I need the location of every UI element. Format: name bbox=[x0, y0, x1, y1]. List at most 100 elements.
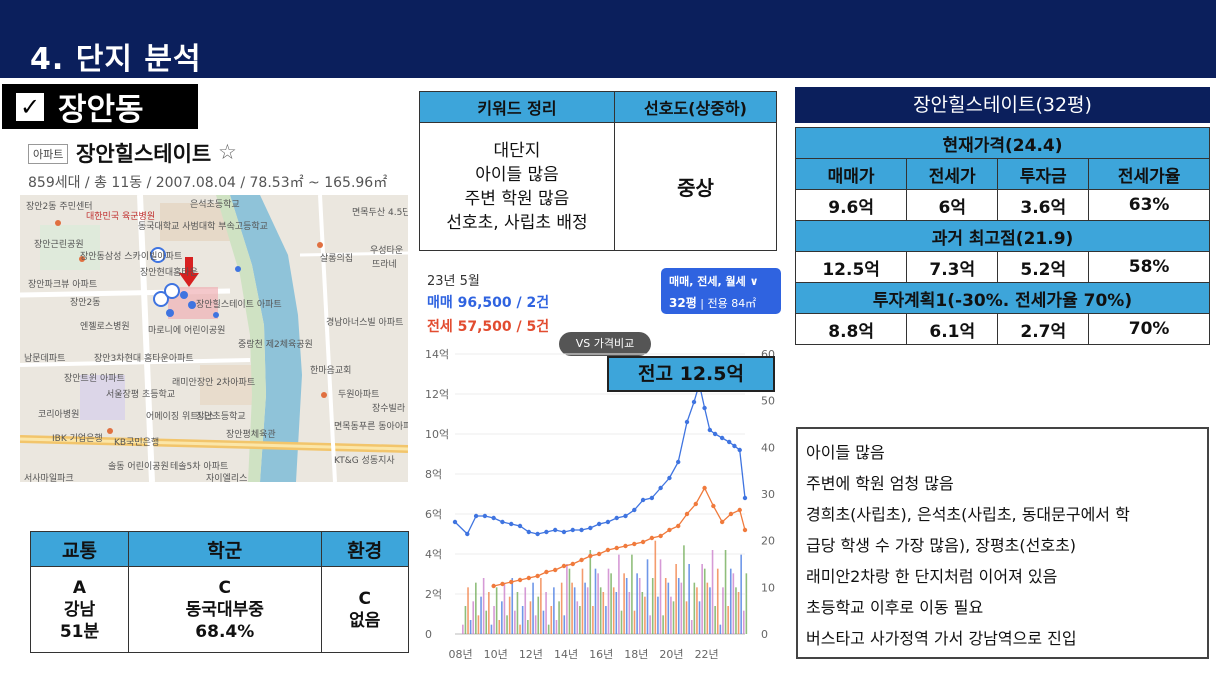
volume-bar bbox=[529, 601, 532, 634]
favorite-star-icon[interactable]: ☆ bbox=[218, 140, 237, 164]
volume-bar bbox=[742, 610, 745, 634]
volume-bar bbox=[563, 615, 566, 634]
sale-price-point bbox=[737, 447, 742, 453]
map-label: 코리아병원 bbox=[38, 410, 80, 420]
y-tick-label: 10억 bbox=[425, 428, 449, 441]
volume-bar bbox=[579, 606, 581, 634]
y-tick-label: 4억 bbox=[425, 548, 442, 561]
sale-price-point bbox=[742, 495, 748, 501]
apartment-name[interactable]: 장안힐스테이트 bbox=[76, 142, 212, 166]
volume-bar bbox=[605, 606, 607, 634]
map-label: 장안2동 bbox=[70, 298, 101, 308]
volume-bar bbox=[586, 587, 589, 634]
volume-bar bbox=[553, 587, 555, 634]
sale-price-point bbox=[544, 529, 549, 535]
note-line: 급당 학생 수 가장 많음), 장평초(선호초) bbox=[806, 536, 1077, 555]
map-label: 서울장평 초등학교 bbox=[106, 390, 176, 400]
x-tick-label: 12년 bbox=[519, 648, 543, 661]
price-column-header: 전세가 bbox=[906, 158, 999, 190]
jeonse-price-point bbox=[693, 501, 698, 507]
volume-bar bbox=[594, 568, 597, 634]
y-tick-label: 2억 bbox=[425, 588, 442, 601]
category-header: 환경 bbox=[320, 531, 410, 567]
map-label: 장안2동 주민센터 bbox=[26, 202, 93, 212]
environment-value: C 없음 bbox=[320, 566, 410, 653]
note-line: 경희초(사립초), 은석초(사립초, 동대문구에서 학 bbox=[806, 505, 1130, 524]
sale-price-point bbox=[482, 513, 488, 519]
volume-bar bbox=[693, 582, 696, 634]
price-section-label: 과거 최고점(21.9) bbox=[795, 220, 1210, 252]
volume-bar bbox=[568, 568, 571, 634]
map-label: 장안근린공원 bbox=[34, 240, 84, 250]
y2-tick-label: 50 bbox=[761, 395, 775, 408]
volume-bar bbox=[462, 624, 464, 634]
volume-bar bbox=[703, 568, 706, 634]
volume-bar bbox=[698, 601, 701, 634]
jeonse-price-point bbox=[561, 563, 567, 569]
volume-bar bbox=[735, 587, 737, 634]
volume-bar bbox=[560, 582, 563, 634]
trade-type-filter-button[interactable]: 매매, 전세, 월세 ∨ 32평 | 전용 84㎡ bbox=[661, 268, 781, 314]
volume-bar bbox=[488, 592, 490, 634]
volume-bar bbox=[602, 592, 605, 634]
map-label: 한마음교회 bbox=[310, 366, 352, 376]
sale-price-point bbox=[473, 513, 479, 519]
note-line: 아이들 많음 bbox=[806, 443, 885, 462]
volume-bar bbox=[607, 568, 610, 634]
note-line: 주변에 학원 엄청 많음 bbox=[806, 474, 954, 493]
vs-compare-button[interactable]: VS 가격비교 bbox=[559, 332, 651, 356]
volume-bar bbox=[508, 596, 511, 634]
volume-bar bbox=[636, 573, 638, 634]
map-label: 뜨라네 bbox=[372, 260, 397, 270]
jeonse-price-point bbox=[742, 527, 748, 533]
y2-tick-label: 10 bbox=[761, 581, 775, 594]
sale-price-point bbox=[702, 405, 707, 411]
volume-bar bbox=[555, 620, 558, 634]
volume-bar bbox=[480, 596, 482, 634]
jeonse-price-point bbox=[605, 547, 611, 553]
jeonse-price-point bbox=[517, 577, 523, 583]
map-label: 두원아파트 bbox=[338, 390, 380, 400]
jeonse-price-point bbox=[737, 507, 742, 513]
volume-bar bbox=[532, 582, 534, 634]
apartment-type-tag: 아파트 bbox=[28, 144, 69, 164]
page-title: 4. 단지 분석 bbox=[30, 42, 202, 77]
volume-bar bbox=[675, 564, 677, 634]
map-label: 장수빌라 bbox=[372, 404, 406, 414]
volume-bar bbox=[485, 610, 488, 634]
sale-price-point bbox=[707, 427, 713, 433]
map-label: IBK 기업은행 bbox=[52, 434, 103, 444]
sale-summary: 매매 96,500 / 2건 bbox=[427, 295, 550, 311]
price-value: 2.7억 bbox=[997, 313, 1090, 345]
map-label: 면목두산 4.5단지아파트 bbox=[352, 208, 408, 218]
volume-bar bbox=[657, 596, 659, 634]
map-label: 대한민국 육군병원 bbox=[86, 212, 156, 222]
sale-price-point bbox=[465, 531, 470, 537]
jeonse-price-point bbox=[588, 553, 593, 559]
jeonse-price-point bbox=[579, 557, 584, 563]
volume-bar bbox=[534, 615, 537, 634]
sale-price-point bbox=[732, 443, 737, 449]
price-value: 58% bbox=[1088, 251, 1210, 283]
jeonse-price-point bbox=[544, 569, 549, 575]
location-map[interactable]: 장안2동 주민센터 대한민국 육군병원 동국대학교 사범대학 부속고등학교 은석… bbox=[20, 195, 408, 482]
trade-type-label: 매매, 전세, 월세 ∨ bbox=[669, 275, 759, 288]
volume-bar bbox=[506, 615, 508, 634]
volume-bar bbox=[727, 606, 729, 634]
volume-bar bbox=[521, 606, 524, 634]
jeonse-price-point bbox=[640, 539, 646, 545]
preference-value: 중상 bbox=[614, 122, 777, 251]
school-value: C 동국대부중 68.4% bbox=[128, 566, 322, 653]
volume-bar bbox=[732, 573, 735, 634]
map-label: 동국대학교 사범대학 부속고등학교 bbox=[138, 222, 268, 232]
size-label: 32평 | 전용 84㎡ bbox=[669, 296, 757, 310]
volume-bar bbox=[566, 564, 568, 634]
volume-bar bbox=[576, 601, 579, 634]
map-label: KT&G 성동지사 bbox=[334, 456, 395, 466]
map-label: 솔동 어린이공원 bbox=[108, 462, 169, 472]
volume-bar bbox=[722, 587, 724, 634]
x-tick-label: 14년 bbox=[554, 648, 578, 661]
volume-bar bbox=[685, 601, 688, 634]
volume-bar bbox=[677, 578, 680, 634]
